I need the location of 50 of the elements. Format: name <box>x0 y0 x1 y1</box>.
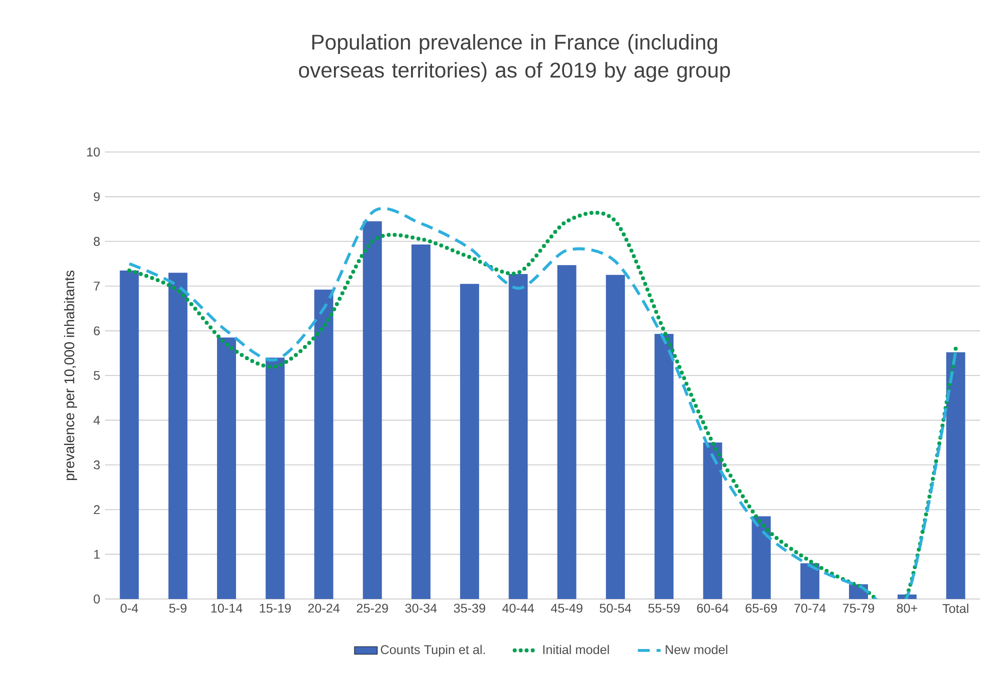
bar <box>168 272 188 600</box>
x-tick-label: 55-59 <box>648 604 680 613</box>
bar <box>217 338 236 600</box>
x-tick-label: 70-74 <box>794 604 826 613</box>
bar <box>606 274 625 600</box>
y-tick-label: 1 <box>94 550 100 559</box>
x-tick-label: 45-49 <box>550 604 582 613</box>
y-tick-label: 7 <box>94 282 100 290</box>
x-tick-label: 25-29 <box>356 604 388 613</box>
x-tick-label: Total <box>942 604 968 614</box>
y-tick-label: 5 <box>94 371 100 380</box>
x-tick-label: 15-19 <box>260 604 291 613</box>
bar <box>362 221 382 600</box>
legend-label: New model <box>666 644 728 654</box>
y-axis-title: prevalence per 10,000 inhabitants <box>64 270 78 480</box>
bar <box>557 265 576 600</box>
x-tick-label: 60-64 <box>697 604 728 613</box>
y-tick-label: 8 <box>94 236 100 246</box>
x-tick-label: 5-9 <box>169 604 186 613</box>
x-tick-label: 80+ <box>896 604 918 613</box>
bar <box>946 352 966 600</box>
bar <box>266 358 285 600</box>
y-tick-label: 4 <box>94 416 100 425</box>
y-tick-label: 9 <box>94 192 100 202</box>
x-tick-label: 35-39 <box>454 604 486 613</box>
bar <box>654 334 674 600</box>
legend-label: Initial model <box>543 644 609 654</box>
bar <box>703 442 722 600</box>
x-tick-label: 40-44 <box>502 604 534 613</box>
x-tick-label: 20-24 <box>308 604 340 613</box>
bar <box>752 516 771 600</box>
y-tick-label: 0 <box>94 594 100 604</box>
bar <box>508 274 528 600</box>
y-tick-label: 2 <box>94 505 100 514</box>
y-tick-label: 3 <box>94 460 100 470</box>
bar <box>314 290 334 600</box>
y-tick-label: 10 <box>87 148 100 156</box>
y-tick-label: 6 <box>94 326 100 336</box>
x-tick-label: 0-4 <box>120 604 138 613</box>
x-tick-label: 50-54 <box>600 604 632 613</box>
x-tick-label: 10-14 <box>211 604 242 613</box>
bar <box>411 244 430 600</box>
x-tick-label: 65-69 <box>746 604 777 613</box>
legend-label: Counts Tupin et al. <box>380 644 485 657</box>
x-tick-label: 75-79 <box>842 604 874 613</box>
bar <box>120 270 139 600</box>
bar <box>460 284 480 600</box>
bar <box>800 563 820 600</box>
x-tick-label: 30-34 <box>405 604 437 613</box>
chart-title: Population prevalence in France (including overseas territories) as of 2019 by age group <box>299 34 730 82</box>
